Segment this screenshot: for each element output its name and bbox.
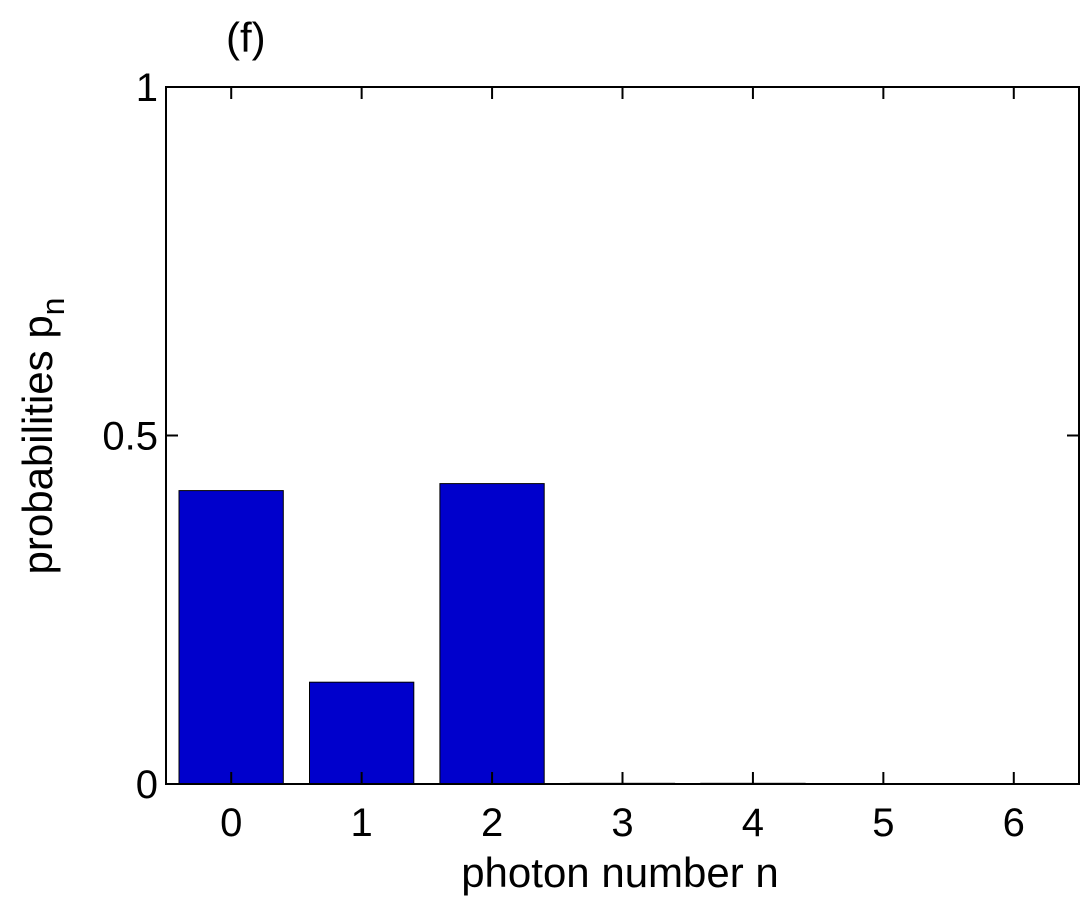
x-tick-label: 2 bbox=[481, 801, 503, 845]
bars-group bbox=[178, 483, 806, 785]
x-ticks-group: 0 1 2 3 4 5 6 bbox=[220, 87, 1025, 845]
panel-label: (f) bbox=[226, 14, 266, 61]
y-axis-label: probabilities pn bbox=[14, 298, 71, 575]
y-axis-label-subscript: n bbox=[35, 298, 71, 316]
y-tick-label: 0 bbox=[136, 763, 158, 807]
y-tick-label: 0.5 bbox=[102, 415, 158, 459]
x-tick-label: 1 bbox=[351, 801, 373, 845]
bar-1 bbox=[309, 681, 415, 785]
x-axis-label: photon number n bbox=[461, 849, 779, 896]
x-tick-label: 4 bbox=[742, 801, 764, 845]
bar-2 bbox=[439, 483, 545, 785]
bar-0 bbox=[178, 490, 284, 785]
x-tick-label: 3 bbox=[611, 801, 633, 845]
x-tick-label: 5 bbox=[872, 801, 894, 845]
y-ticks-group: 00.51 bbox=[102, 66, 1079, 807]
x-tick-label: 0 bbox=[220, 801, 242, 845]
y-axis-label-main: probabilities p bbox=[14, 315, 61, 574]
y-tick-label: 1 bbox=[136, 66, 158, 110]
x-tick-label: 6 bbox=[1003, 801, 1025, 845]
axes-box bbox=[165, 86, 1080, 785]
